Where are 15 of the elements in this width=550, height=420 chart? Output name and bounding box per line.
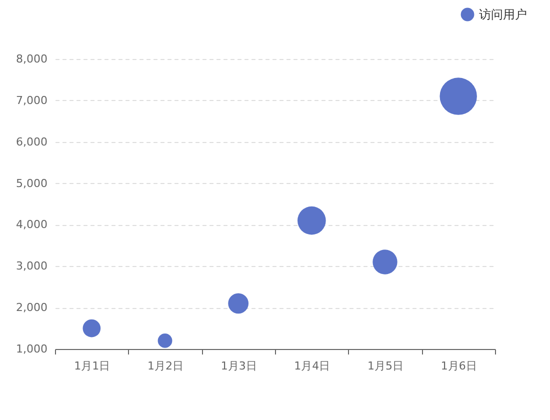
y-tick-label: 6,000 — [16, 135, 48, 148]
x-tick-label: 1月1日 — [74, 360, 110, 372]
x-tick-label: 1月5日 — [368, 360, 404, 372]
legend-label: 访问用户 — [479, 8, 527, 22]
y-tick-label: 2,000 — [16, 301, 48, 314]
x-tick-label: 1月4日 — [294, 360, 330, 372]
y-tick-label: 5,000 — [16, 176, 48, 190]
x-tick-label: 1月3日 — [220, 360, 257, 372]
y-tick-label: 7,000 — [16, 94, 48, 107]
x-tick-label: 1月6日 — [440, 360, 477, 372]
y-tick-label: 1,000 — [16, 342, 48, 356]
y-tick-label: 8,000 — [16, 52, 48, 66]
y-tick-label: 4,000 — [16, 218, 48, 232]
y-tick-label: 3,000 — [16, 260, 48, 273]
x-tick-label: 1月2日 — [148, 360, 184, 372]
